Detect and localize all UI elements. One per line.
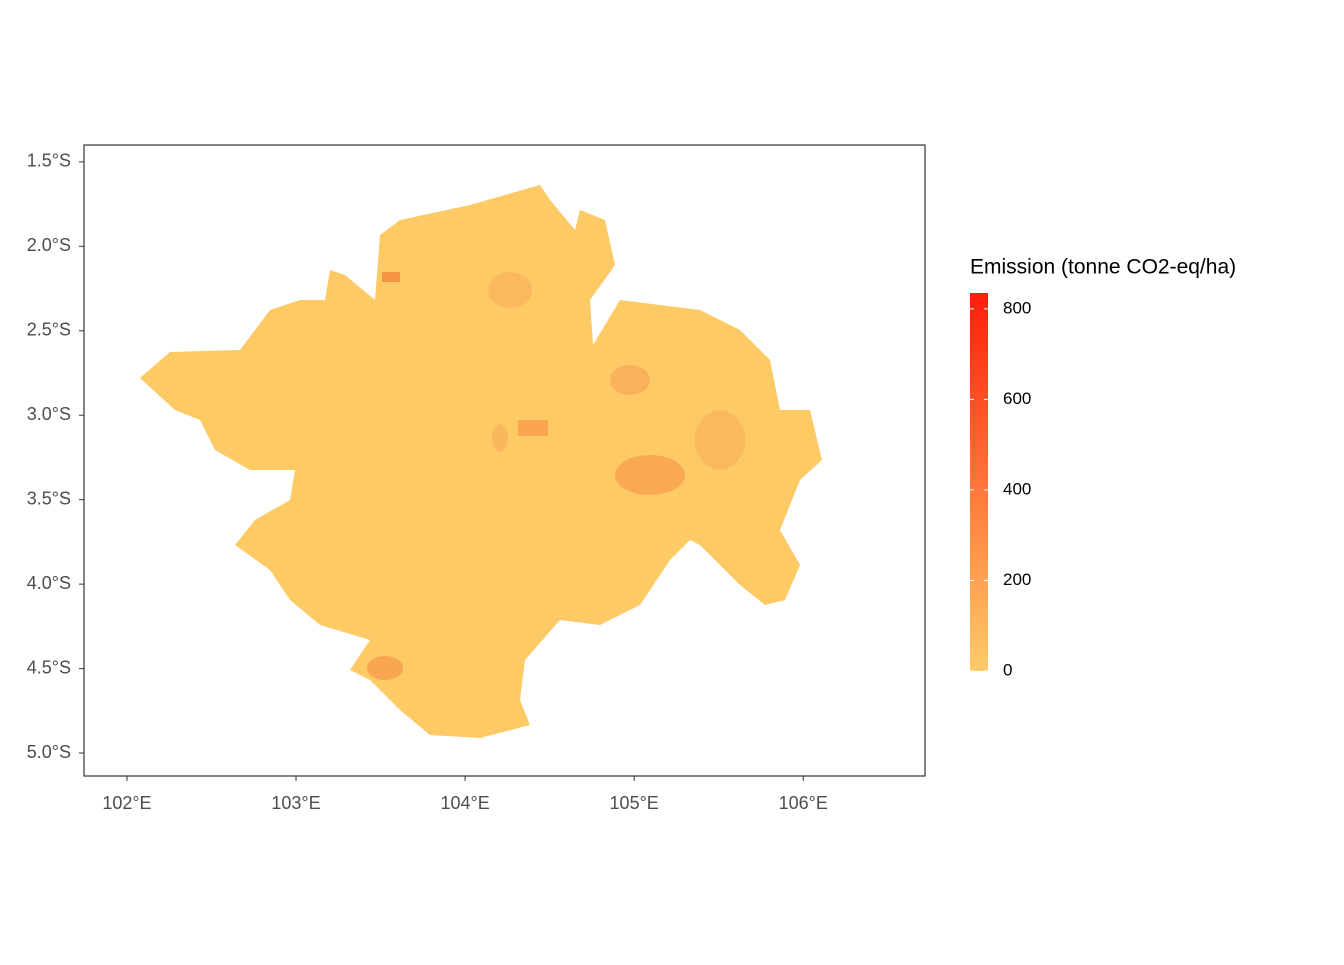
- region-shape: [140, 185, 822, 738]
- emission-patch: [488, 272, 532, 308]
- y-tick-label: 2.5°S: [27, 320, 71, 340]
- y-tick-label: 3.5°S: [27, 488, 71, 508]
- emission-patch: [615, 455, 685, 495]
- colorbar-label: 600: [1003, 389, 1031, 408]
- x-tick-label: 105°E: [610, 793, 659, 813]
- region-map: [140, 185, 822, 738]
- colorbar-label: 200: [1003, 570, 1031, 589]
- y-tick-label: 4.5°S: [27, 657, 71, 677]
- emission-patch: [492, 424, 508, 452]
- x-tick-label: 103°E: [271, 793, 320, 813]
- colorbar: [970, 293, 988, 671]
- emission-patch: [518, 420, 548, 436]
- emission-patch: [382, 272, 400, 282]
- colorbar-label: 800: [1003, 298, 1031, 317]
- x-tick-label: 104°E: [440, 793, 489, 813]
- y-tick-label: 5.0°S: [27, 742, 71, 762]
- emission-patch: [367, 656, 403, 680]
- y-tick-label: 2.0°S: [27, 235, 71, 255]
- y-tick-label: 4.0°S: [27, 573, 71, 593]
- x-tick-label: 102°E: [102, 793, 151, 813]
- y-tick-label: 3.0°S: [27, 404, 71, 424]
- emission-patch: [695, 410, 745, 470]
- colorbar-label: 0: [1003, 660, 1012, 679]
- emission-patch: [610, 365, 650, 395]
- x-tick-label: 106°E: [779, 793, 828, 813]
- y-tick-label: 1.5°S: [27, 151, 71, 171]
- legend-title: Emission (tonne CO2-eq/ha): [970, 256, 1236, 279]
- colorbar-label: 400: [1003, 479, 1031, 498]
